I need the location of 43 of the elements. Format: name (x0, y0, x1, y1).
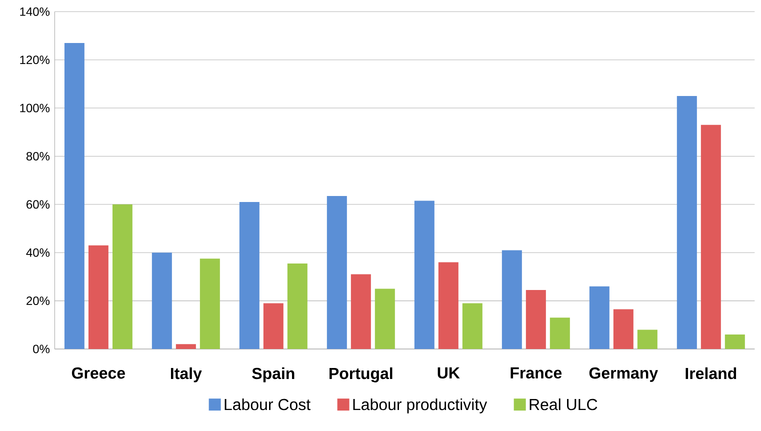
bar (64, 42, 84, 349)
bar (613, 309, 634, 349)
y-tick-label: 80% (26, 152, 50, 160)
bar (176, 344, 196, 349)
bar (462, 303, 482, 349)
bar (700, 124, 721, 349)
bar (676, 96, 697, 349)
y-tick-label: 60% (26, 200, 50, 209)
x-tick-label: UK (438, 367, 460, 379)
x-tick-label: Ireland (686, 367, 736, 380)
bar (88, 245, 108, 349)
x-tick-label: Portugal (330, 367, 392, 382)
y-tick-label: 0% (33, 344, 50, 354)
y-tick-label: 140% (20, 7, 50, 16)
x-tick-label: Greece (72, 367, 125, 379)
bar (550, 318, 570, 349)
bar (589, 286, 610, 349)
x-tick-label: France (510, 367, 562, 379)
bar (152, 252, 172, 349)
x-tick-label: Germany (589, 367, 658, 382)
bar (350, 274, 371, 349)
bar (414, 200, 434, 349)
bar (526, 290, 546, 349)
bar (200, 258, 220, 349)
y-tick-label: 40% (26, 248, 50, 257)
x-tick-label: Spain (252, 367, 294, 382)
bar (112, 204, 132, 349)
x-tick-label: Italy (170, 367, 202, 382)
bar (263, 303, 284, 349)
bar (637, 330, 658, 349)
bar (438, 262, 458, 349)
legend-label: Labour Cost (224, 398, 310, 410)
y-tick-label: 120% (20, 56, 50, 64)
bar (239, 202, 260, 349)
legend-label: Real ULC (530, 398, 598, 410)
bar (724, 334, 745, 349)
bar (502, 250, 522, 349)
y-tick-label: 100% (20, 104, 50, 112)
legend-label: Labour productivity (353, 398, 488, 414)
bar (374, 288, 395, 349)
bar (326, 196, 347, 349)
y-tick-label: 20% (26, 296, 50, 306)
bar (287, 263, 308, 349)
